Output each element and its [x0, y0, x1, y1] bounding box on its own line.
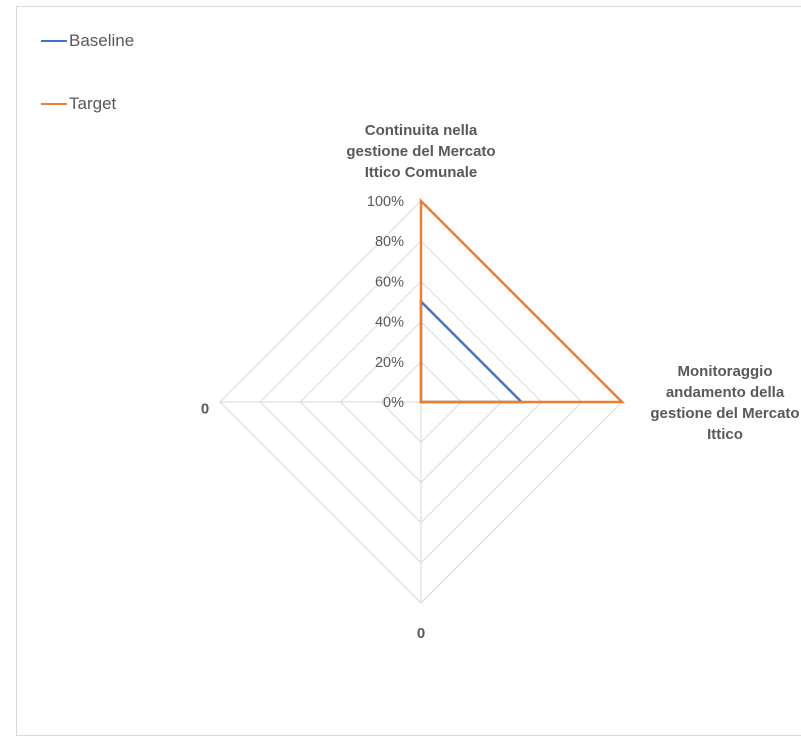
tick-label: 60% — [375, 274, 404, 290]
axis-category-line: Ittico Comunale — [365, 164, 478, 181]
axis-category-label: 0 — [417, 625, 425, 642]
series-baseline — [421, 302, 522, 403]
axis-category-label: Monitoraggio andamento della gestione del … — [650, 363, 799, 443]
series-target — [421, 201, 622, 402]
axis-category-label: 0 — [201, 400, 209, 417]
radar-chart: 0% 20% 40% 60% 80% 100% Continuita nella gestio… — [17, 7, 801, 737]
axis-category-line: gestione del Mercato — [650, 405, 799, 422]
tick-label: 100% — [367, 194, 404, 210]
axis-category-line: Monitoraggio — [678, 363, 773, 380]
axis-category-label: Continuita nella gestione del Mercato Itti… — [346, 122, 495, 181]
chart-frame: Baseline Target 0% 20% 40% 60% 80% 100% Contin… — [16, 6, 801, 736]
axis-category-line: 0 — [201, 400, 209, 417]
axis-category-line: Ittico — [707, 426, 743, 443]
tick-label: 20% — [375, 355, 404, 371]
axis-category-line: gestione del Mercato — [346, 143, 495, 160]
tick-label: 40% — [375, 315, 404, 331]
tick-label: 0% — [383, 395, 404, 411]
axis-category-line: 0 — [417, 625, 425, 642]
axis-category-line: Continuita nella — [365, 122, 478, 139]
tick-label: 80% — [375, 234, 404, 250]
axis-category-line: andamento della — [666, 384, 785, 401]
